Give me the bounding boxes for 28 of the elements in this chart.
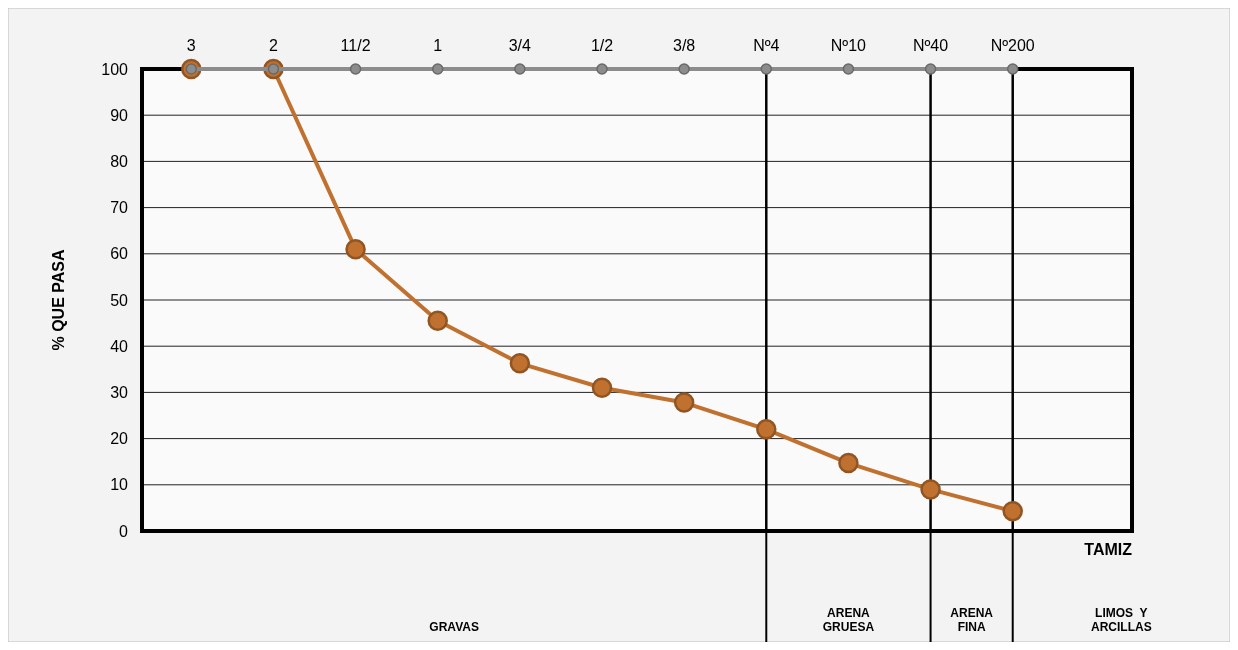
x-tick-label: 3/8 xyxy=(673,37,696,54)
y-tick-label: 40 xyxy=(110,337,129,355)
y-axis-title: % QUE PASA xyxy=(50,249,67,351)
text: ARENA GRUESA xyxy=(821,606,876,634)
y-tick-label: 0 xyxy=(119,522,129,540)
x-tick-label: Nº40 xyxy=(912,37,949,54)
y-tick-label: 50 xyxy=(110,291,129,309)
x-tick-label: 1 xyxy=(433,37,443,54)
y-tick-label: 90 xyxy=(110,106,129,124)
text: ARENA FINA xyxy=(949,606,994,634)
x-tick-label: 11/2 xyxy=(340,37,371,54)
y-tick-label: 70 xyxy=(110,199,129,217)
x-tick-label: 2 xyxy=(268,37,278,54)
text: GRAVAS xyxy=(429,620,479,634)
x-tick-label: Nº4 xyxy=(753,37,780,54)
y-tick-label: 20 xyxy=(110,430,129,448)
y-tick-label: 80 xyxy=(110,153,129,170)
y-tick-label: 60 xyxy=(110,245,129,263)
y-tick-label: 30 xyxy=(110,384,129,401)
y-tick-label: 100 xyxy=(101,60,129,78)
y-tick-label: 10 xyxy=(110,476,129,494)
x-tick-label: 3 xyxy=(186,37,196,54)
x-tick-label: 3/4 xyxy=(508,37,532,54)
x-axis-title: TAMIZ xyxy=(1084,541,1133,558)
x-tick-label: Nº10 xyxy=(830,37,867,54)
x-tick-label: 1/2 xyxy=(590,37,614,54)
x-tick-label: Nº200 xyxy=(990,37,1035,54)
text: LIMOS Y ARCILLAS xyxy=(1090,606,1153,634)
